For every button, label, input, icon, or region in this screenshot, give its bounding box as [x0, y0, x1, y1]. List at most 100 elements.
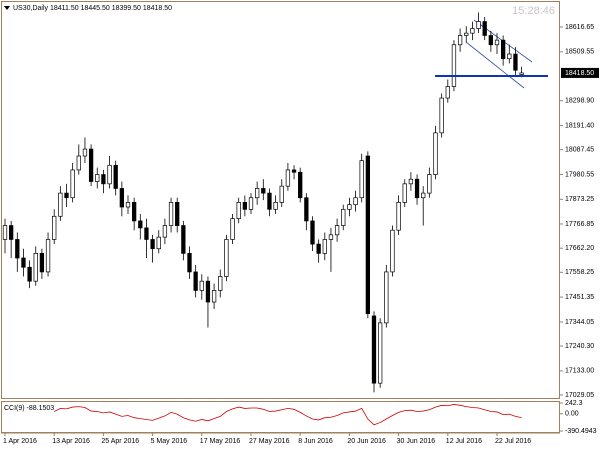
candle-body: [501, 39, 506, 60]
y-tick-label: 18191.40: [565, 122, 594, 129]
indicator-label: CCI(9) -88.1503: [4, 405, 54, 412]
candle-body: [193, 271, 198, 291]
candle-body: [144, 227, 149, 240]
candle-body: [334, 225, 340, 236]
candle-body: [273, 202, 278, 210]
y-tick-label: 17133.00: [565, 368, 594, 375]
candle-body: [101, 174, 106, 185]
candle-body: [21, 257, 26, 268]
clock: 15:28:46: [512, 5, 555, 17]
candle-body: [15, 239, 20, 259]
candle-body: [291, 169, 297, 173]
candle-body: [402, 183, 407, 203]
indicator-line: [54, 404, 522, 426]
candle-body: [88, 148, 94, 182]
y-tick-label: 17980.55: [565, 171, 594, 178]
candle-body: [211, 290, 217, 303]
main-frame: [1, 1, 560, 399]
candle-body: [396, 202, 401, 231]
y-tick-label: 18509.55: [565, 49, 594, 56]
current-price-box: [561, 67, 599, 78]
candle-body: [242, 202, 248, 210]
candle-body: [408, 178, 414, 185]
candle-body: [138, 220, 143, 229]
candle-body: [168, 202, 174, 226]
candle-body: [347, 204, 352, 210]
y-tick-label: 18298.90: [565, 97, 594, 104]
y-tick-label: 17873.25: [565, 196, 594, 203]
menu-icon: [4, 6, 10, 10]
candle-body: [482, 21, 487, 36]
candle-body: [181, 225, 186, 254]
candle-body: [513, 53, 518, 71]
candle-body: [439, 97, 444, 134]
x-tick-label: 25 Apr 2016: [101, 438, 139, 445]
candle-body: [236, 202, 241, 219]
x-tick-label: 17 May 2016: [200, 438, 241, 445]
candle-body: [328, 234, 334, 240]
candle-body: [255, 188, 260, 199]
x-tick-label: 1 Apr 2016: [3, 438, 37, 445]
candle-body: [9, 225, 14, 240]
header: US30,Daily 18411.50 18445.50 18399.50 18…: [13, 5, 172, 12]
candle-body: [95, 174, 100, 182]
candle-body: [224, 239, 229, 277]
candle-body: [365, 155, 370, 314]
indicator-tick-label: -390.4943: [565, 428, 597, 435]
indicator-tick-label: 0.00: [565, 411, 579, 418]
candle-body: [199, 280, 204, 291]
candle-body: [378, 322, 383, 384]
candle-body: [162, 225, 168, 238]
candle-body: [218, 276, 223, 291]
candle-body: [2, 225, 8, 240]
candle-body: [470, 28, 475, 34]
candle-body: [285, 169, 291, 187]
y-tick-label: 17344.05: [565, 319, 594, 326]
candle-body: [107, 164, 112, 185]
y-tick-label: 17558.25: [565, 269, 594, 276]
x-tick-label: 30 Jun 2016: [397, 438, 436, 445]
candle-body: [451, 44, 457, 87]
candle-body: [488, 35, 493, 46]
x-tick-label: 12 Jul 2016: [446, 438, 482, 445]
x-tick-label: 20 Jun 2016: [347, 438, 386, 445]
y-tick-label: 17451.35: [565, 294, 594, 301]
candle-body: [414, 178, 420, 199]
candle-body: [464, 32, 469, 36]
candle-body: [150, 239, 155, 250]
candle-body: [175, 202, 180, 226]
candle-body: [298, 171, 303, 199]
candle-body: [33, 253, 38, 282]
candle-body: [52, 215, 57, 240]
candle-body: [310, 220, 315, 245]
candle-body: [76, 155, 81, 171]
candle-body: [353, 197, 358, 206]
candle-body: [58, 192, 63, 217]
candle-body: [457, 35, 463, 46]
candle-body: [82, 148, 88, 157]
indicator-tick-label: 242.3: [565, 400, 583, 407]
candle-body: [494, 39, 500, 46]
candle-body: [64, 192, 69, 199]
candle-body: [125, 202, 131, 208]
candle-body: [322, 239, 327, 254]
y-tick-label: 17766.85: [565, 221, 594, 228]
candle-body: [476, 21, 481, 29]
candle-body: [519, 72, 524, 75]
candle-body: [70, 169, 75, 199]
candle-body: [316, 243, 321, 254]
candle-body: [119, 188, 125, 208]
candle-body: [279, 185, 284, 203]
candle-body: [45, 239, 51, 273]
y-tick-label: 18616.65: [565, 24, 594, 31]
candle-body: [341, 208, 346, 226]
candle-body: [27, 266, 32, 282]
x-tick-label: 22 Jul 2016: [495, 438, 531, 445]
candle-body: [156, 236, 161, 250]
candle-body: [427, 174, 432, 194]
candle-body: [371, 315, 377, 384]
y-tick-label: 18087.45: [565, 147, 594, 154]
channel-lower: [465, 41, 525, 89]
candle-body: [304, 197, 309, 222]
